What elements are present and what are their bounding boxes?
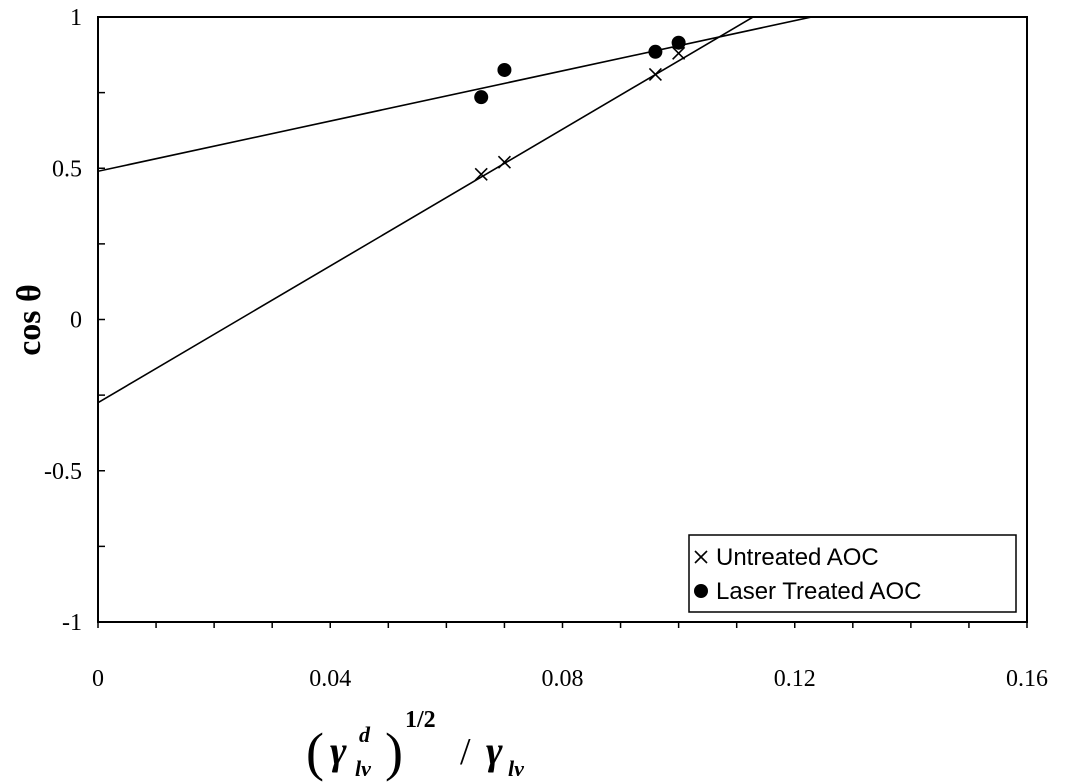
untreated-point xyxy=(474,167,488,181)
legend-box xyxy=(688,534,1017,613)
untreated-point xyxy=(497,155,512,169)
y-tick-label: 0 xyxy=(70,308,82,334)
laser-treated-point xyxy=(474,90,489,105)
fit-lines xyxy=(98,17,816,404)
y-tick-label: 0.5 xyxy=(52,156,82,182)
x-tick-label: 0.16 xyxy=(1006,666,1048,692)
x-axis-label: ( γ d lv ) 1/2 / γ lv xyxy=(306,707,524,782)
x-axis-tick-labels: 0 0.04 0.08 0.12 0.16 xyxy=(92,666,1048,692)
y-tick-label: -1 xyxy=(62,610,82,636)
x-label-sub-lv2: lv xyxy=(508,756,524,781)
x-label-close-paren: ) xyxy=(385,722,403,782)
untreated-point xyxy=(648,67,662,82)
x-label-gamma: γ xyxy=(330,728,347,773)
x-label-sup-d: d xyxy=(359,722,371,747)
data-markers xyxy=(474,35,686,181)
x-label-exponent: 1/2 xyxy=(405,707,436,733)
x-tick-label: 0.04 xyxy=(309,666,351,692)
legend-marker-untreated xyxy=(694,550,708,564)
y-axis-label: cos θ xyxy=(11,284,48,356)
plot-area xyxy=(97,16,1028,623)
x-label-sub-lv: lv xyxy=(355,756,371,781)
x-tick-label: 0.12 xyxy=(774,666,816,692)
legend-label: Untreated AOC xyxy=(716,544,879,571)
legend-label: Laser Treated AOC xyxy=(716,578,921,605)
laser-treated-point xyxy=(671,35,686,50)
x-label-open-paren: ( xyxy=(306,722,324,782)
fit-line-untreated xyxy=(98,17,755,404)
x-label-slash: / xyxy=(460,731,471,773)
y-tick-label: -0.5 xyxy=(44,459,82,485)
legend-marker-laser-treated xyxy=(694,584,708,598)
y-axis-tick-labels: -1 -0.5 0 0.5 1 xyxy=(44,5,82,636)
y-tick-label: 1 xyxy=(70,5,82,31)
y-axis-ticks xyxy=(98,16,105,623)
legend: Untreated AOC Laser Treated AOC xyxy=(688,534,1017,613)
x-axis-ticks xyxy=(97,622,1028,628)
x-tick-label: 0 xyxy=(92,666,104,692)
untreated-point xyxy=(672,46,686,60)
laser-treated-point xyxy=(648,44,663,59)
x-tick-label: 0.08 xyxy=(542,666,584,692)
x-label-gamma2: γ xyxy=(486,728,503,773)
laser-treated-point xyxy=(497,62,512,77)
fit-line-laser-treated xyxy=(98,17,816,173)
